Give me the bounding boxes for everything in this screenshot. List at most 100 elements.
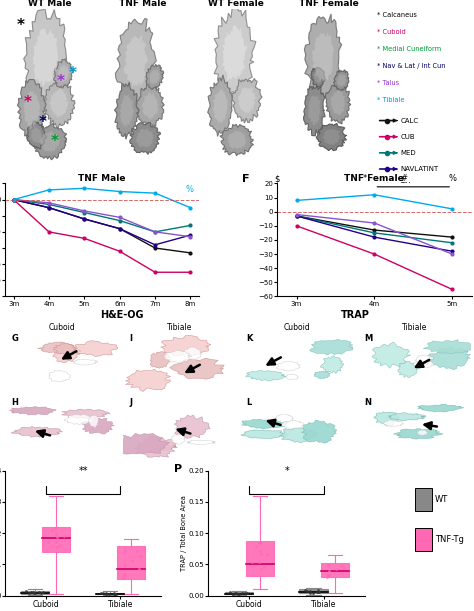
Polygon shape — [330, 90, 346, 115]
Point — [102, 590, 110, 599]
Title: Tibiale: Tibiale — [402, 323, 427, 332]
Polygon shape — [9, 406, 56, 415]
Text: J: J — [129, 398, 132, 407]
Text: WT: WT — [435, 495, 448, 504]
Polygon shape — [23, 91, 40, 129]
Point — [306, 588, 314, 598]
Text: H: H — [11, 398, 18, 407]
Point — [29, 587, 36, 597]
Point — [98, 588, 105, 598]
FancyBboxPatch shape — [246, 541, 274, 576]
Text: * Nav & Lat / Int Cun: * Nav & Lat / Int Cun — [377, 64, 446, 69]
Point — [23, 587, 30, 596]
Polygon shape — [31, 123, 67, 160]
Point — [60, 531, 67, 541]
Polygon shape — [123, 433, 170, 454]
Point — [309, 588, 317, 598]
Point — [314, 587, 321, 597]
Polygon shape — [64, 414, 94, 425]
FancyBboxPatch shape — [415, 528, 432, 551]
Polygon shape — [423, 340, 471, 354]
Title: WT Female: WT Female — [208, 0, 264, 9]
Point — [37, 588, 45, 598]
Point — [105, 590, 113, 599]
Polygon shape — [171, 434, 185, 444]
Title: WT Male: WT Male — [28, 0, 72, 9]
Point — [257, 564, 265, 574]
Polygon shape — [49, 87, 69, 119]
Point — [332, 565, 340, 574]
Polygon shape — [37, 342, 77, 353]
Polygon shape — [337, 74, 346, 87]
Polygon shape — [149, 70, 160, 84]
Point — [315, 587, 323, 597]
Polygon shape — [374, 412, 399, 426]
Polygon shape — [53, 343, 76, 355]
Polygon shape — [418, 404, 464, 412]
Polygon shape — [39, 131, 60, 153]
Polygon shape — [89, 415, 99, 428]
Polygon shape — [320, 356, 344, 373]
Polygon shape — [124, 35, 148, 88]
Point — [52, 530, 60, 540]
Polygon shape — [326, 81, 351, 124]
Text: F: F — [242, 174, 250, 185]
Polygon shape — [32, 28, 58, 86]
Point — [325, 566, 333, 576]
Point — [255, 557, 263, 567]
Point — [133, 546, 141, 556]
Polygon shape — [415, 355, 431, 365]
Text: TNF-Tg: TNF-Tg — [435, 535, 464, 544]
FancyBboxPatch shape — [415, 488, 432, 511]
Polygon shape — [308, 95, 321, 125]
Polygon shape — [412, 361, 435, 368]
Text: M: M — [365, 334, 373, 343]
Polygon shape — [75, 341, 118, 356]
Polygon shape — [170, 358, 224, 379]
Polygon shape — [311, 67, 325, 87]
Text: NAVLATINT: NAVLATINT — [401, 166, 439, 172]
Point — [338, 568, 346, 578]
Polygon shape — [274, 414, 293, 423]
Polygon shape — [398, 361, 420, 378]
Polygon shape — [304, 14, 342, 100]
Point — [234, 589, 242, 599]
Polygon shape — [81, 417, 114, 434]
Polygon shape — [119, 93, 134, 128]
Point — [340, 563, 348, 573]
Polygon shape — [24, 9, 66, 104]
Point — [39, 588, 47, 598]
Polygon shape — [54, 59, 73, 88]
Title: TNF Female: TNF Female — [345, 174, 404, 183]
Polygon shape — [150, 352, 171, 368]
Polygon shape — [11, 426, 63, 437]
Text: L: L — [247, 398, 252, 407]
Polygon shape — [137, 443, 176, 451]
Point — [248, 557, 255, 567]
Polygon shape — [383, 420, 404, 426]
Polygon shape — [30, 126, 43, 144]
Text: * Talus: * Talus — [377, 80, 399, 86]
Text: TAL: TAL — [401, 182, 413, 188]
Point — [128, 556, 136, 566]
Point — [301, 585, 309, 595]
Text: CUB: CUB — [401, 134, 415, 140]
Text: *: * — [57, 75, 65, 89]
Text: *: * — [284, 466, 289, 477]
Polygon shape — [314, 371, 330, 379]
Polygon shape — [136, 129, 154, 148]
Text: *: * — [50, 134, 58, 149]
Text: G: G — [11, 334, 18, 343]
Point — [325, 560, 332, 570]
Polygon shape — [126, 369, 171, 392]
Text: *: * — [17, 18, 25, 33]
Text: * Medial Cuneiform: * Medial Cuneiform — [377, 46, 441, 53]
Point — [243, 588, 251, 598]
Polygon shape — [418, 430, 428, 436]
Polygon shape — [334, 70, 349, 90]
Text: %: % — [185, 185, 193, 194]
Point — [260, 562, 267, 571]
Text: N: N — [365, 398, 371, 407]
Point — [54, 542, 61, 552]
Point — [121, 560, 129, 569]
